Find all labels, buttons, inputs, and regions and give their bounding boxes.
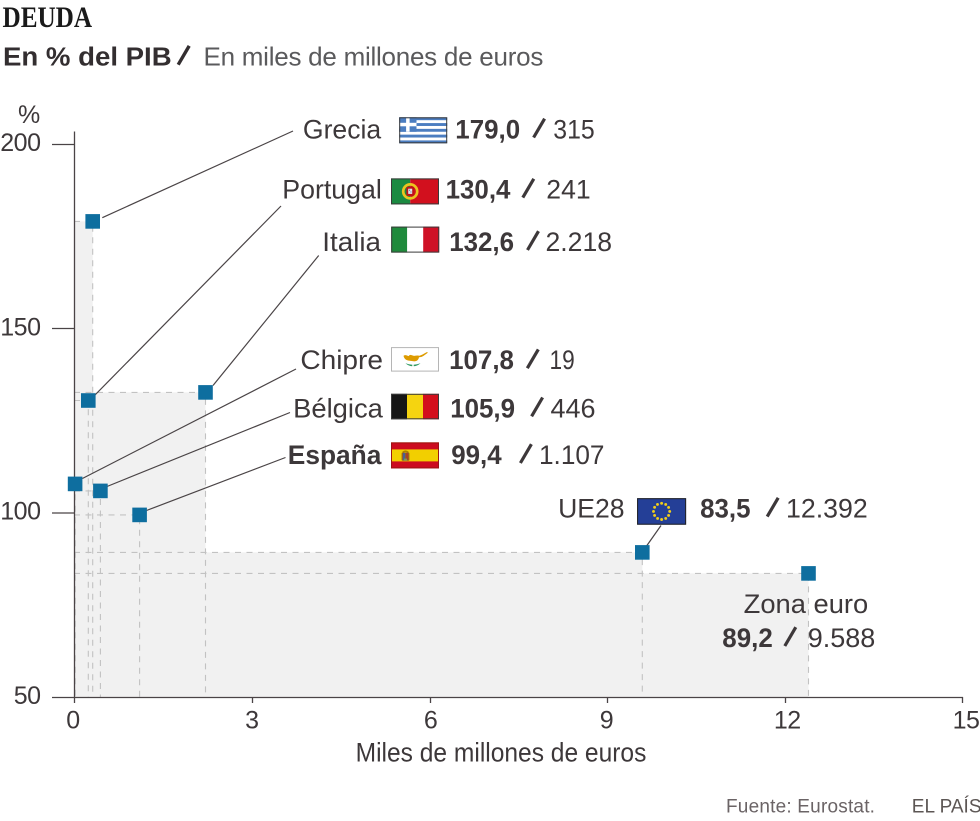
svg-text:241: 241 xyxy=(546,174,590,204)
svg-text:99,4: 99,4 xyxy=(451,440,502,471)
svg-text:%: % xyxy=(18,101,40,129)
svg-text:0: 0 xyxy=(66,706,79,734)
svg-text:España: España xyxy=(288,440,382,470)
svg-text:132,6: 132,6 xyxy=(449,227,514,258)
svg-text:83,5: 83,5 xyxy=(700,493,750,524)
svg-text:200: 200 xyxy=(0,129,40,157)
svg-text:Zona euro: Zona euro xyxy=(744,588,869,619)
svg-text:12.392: 12.392 xyxy=(786,493,868,523)
svg-text:Fuente: Eurostat.: Fuente: Eurostat. xyxy=(726,797,875,818)
svg-text:12: 12 xyxy=(774,706,801,734)
svg-text:EL PAÍS: EL PAÍS xyxy=(912,797,980,818)
svg-text:9.588: 9.588 xyxy=(808,623,876,653)
svg-text:9: 9 xyxy=(600,706,613,734)
svg-text:107,8: 107,8 xyxy=(449,345,514,376)
svg-text:UE28: UE28 xyxy=(558,493,624,523)
svg-text:15: 15 xyxy=(953,706,980,734)
svg-text:100: 100 xyxy=(0,498,40,526)
svg-text:2.218: 2.218 xyxy=(546,227,613,257)
svg-text:En miles de millones de euros: En miles de millones de euros xyxy=(204,42,544,72)
svg-text:446: 446 xyxy=(551,393,596,423)
svg-text:Grecia: Grecia xyxy=(303,114,381,144)
svg-text:Portugal: Portugal xyxy=(282,174,382,204)
svg-text:105,9: 105,9 xyxy=(450,393,515,424)
svg-text:Miles de millones de euros: Miles de millones de euros xyxy=(356,739,647,768)
svg-text:DEUDA: DEUDA xyxy=(3,0,93,33)
svg-text:315: 315 xyxy=(553,116,594,145)
svg-text:150: 150 xyxy=(0,313,40,341)
svg-text:6: 6 xyxy=(424,706,437,734)
svg-text:Italia: Italia xyxy=(322,226,381,257)
svg-text:50: 50 xyxy=(14,682,41,710)
svg-text:1.107: 1.107 xyxy=(539,440,604,470)
svg-text:19: 19 xyxy=(550,345,575,375)
svg-text:89,2: 89,2 xyxy=(722,623,772,654)
svg-text:En % del PIB: En % del PIB xyxy=(3,42,172,71)
svg-text:Chipre: Chipre xyxy=(300,345,383,375)
svg-text:179,0: 179,0 xyxy=(455,114,520,145)
svg-text:130,4: 130,4 xyxy=(446,174,511,205)
svg-text:Bélgica: Bélgica xyxy=(293,392,384,423)
svg-text:3: 3 xyxy=(245,706,258,734)
